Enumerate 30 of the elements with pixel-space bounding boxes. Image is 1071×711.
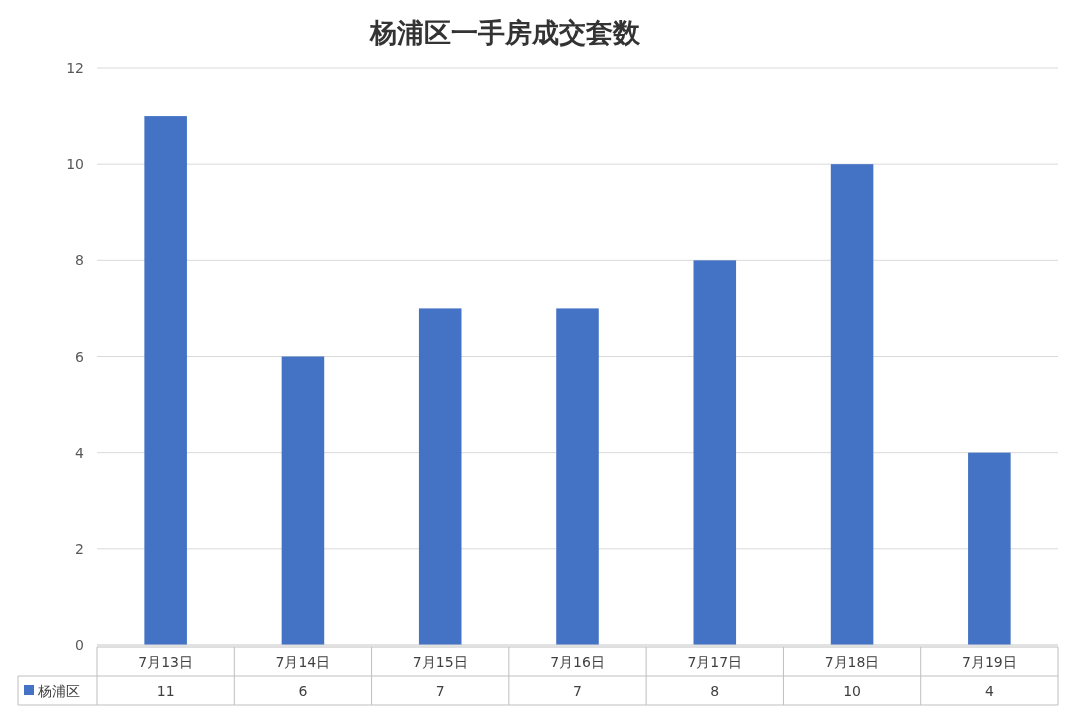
bar bbox=[556, 308, 599, 645]
bar bbox=[281, 356, 325, 645]
legend-label: 杨浦区 bbox=[37, 683, 80, 699]
y-tick-label: 2 bbox=[75, 540, 84, 557]
x-tick-label: 7月18日 bbox=[824, 654, 880, 670]
data-label: 6 bbox=[298, 683, 308, 699]
y-tick-label: 8 bbox=[75, 252, 84, 269]
chart-title: 杨浦区一手房成交套数 bbox=[369, 17, 641, 48]
x-tick-label: 7月16日 bbox=[550, 654, 605, 670]
x-tick-label: 7月15日 bbox=[412, 654, 468, 670]
data-label: 7 bbox=[435, 683, 445, 699]
bar bbox=[144, 116, 187, 645]
bar bbox=[968, 452, 1011, 645]
y-tick-label: 4 bbox=[75, 444, 85, 461]
data-label: 8 bbox=[710, 683, 720, 699]
data-label: 4 bbox=[984, 683, 994, 699]
x-tick-label: 7月14日 bbox=[275, 654, 331, 670]
data-label: 10 bbox=[843, 683, 861, 699]
x-tick-label: 7月19日 bbox=[961, 654, 1017, 670]
y-tick-label: 0 bbox=[75, 637, 84, 653]
x-tick-label: 7月13日 bbox=[138, 654, 194, 670]
y-tick-label: 10 bbox=[66, 156, 84, 173]
bar bbox=[693, 260, 737, 645]
x-tick-label: 7月17日 bbox=[687, 654, 743, 670]
y-tick-label: 6 bbox=[75, 348, 85, 365]
bar bbox=[418, 308, 462, 645]
data-label: 7 bbox=[573, 683, 582, 699]
data-label: 11 bbox=[156, 683, 175, 699]
y-tick-label: 12 bbox=[66, 60, 84, 76]
bar bbox=[830, 164, 874, 645]
